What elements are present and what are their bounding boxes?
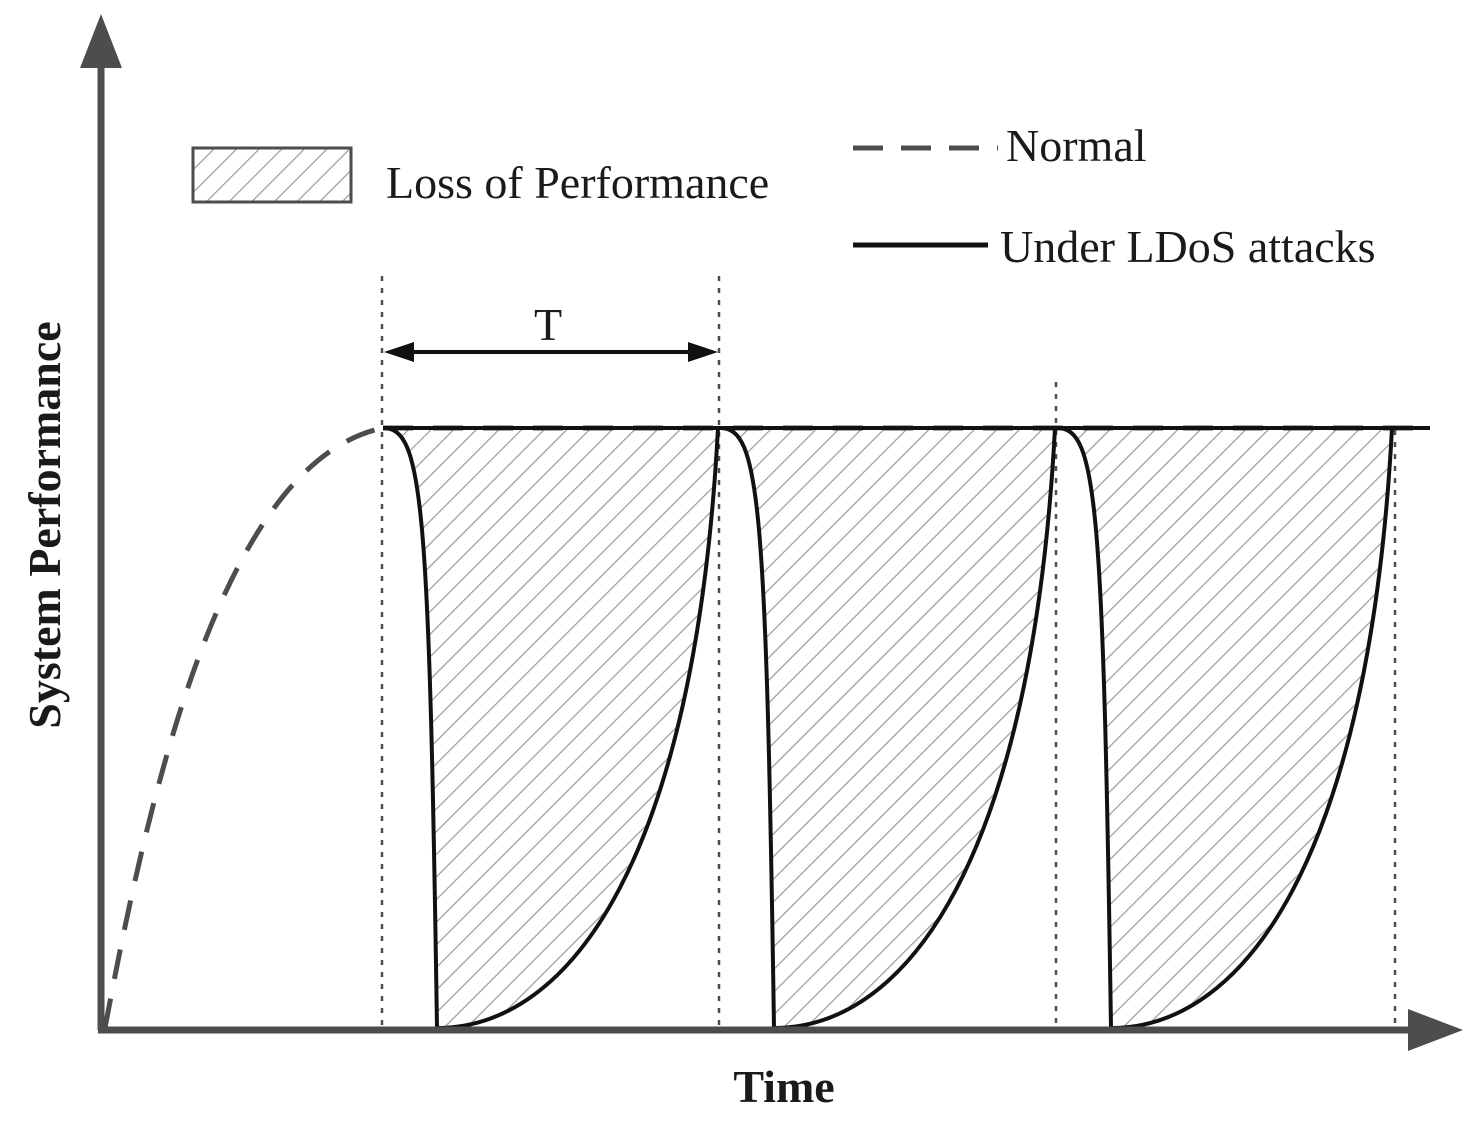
y-axis-label: System Performance bbox=[19, 321, 70, 728]
x-axis-arrow-icon bbox=[1408, 1009, 1463, 1051]
legend-loss-label: Loss of Performance bbox=[386, 157, 769, 208]
period-label: T bbox=[534, 299, 562, 350]
loss-region-3 bbox=[1057, 428, 1392, 1028]
legend-loss-swatch bbox=[191, 146, 353, 204]
loss-region-1 bbox=[383, 428, 718, 1028]
period-arrow-left-icon bbox=[384, 342, 414, 362]
y-axis-arrow-icon bbox=[80, 14, 122, 68]
x-axis-label: Time bbox=[733, 1061, 834, 1112]
legend-normal-label: Normal bbox=[1006, 120, 1147, 171]
period-arrow-right-icon bbox=[688, 342, 718, 362]
normal-rampup-curve bbox=[102, 425, 384, 1029]
loss-region-2 bbox=[720, 428, 1055, 1028]
legend-attack-label: Under LDoS attacks bbox=[1000, 221, 1376, 272]
